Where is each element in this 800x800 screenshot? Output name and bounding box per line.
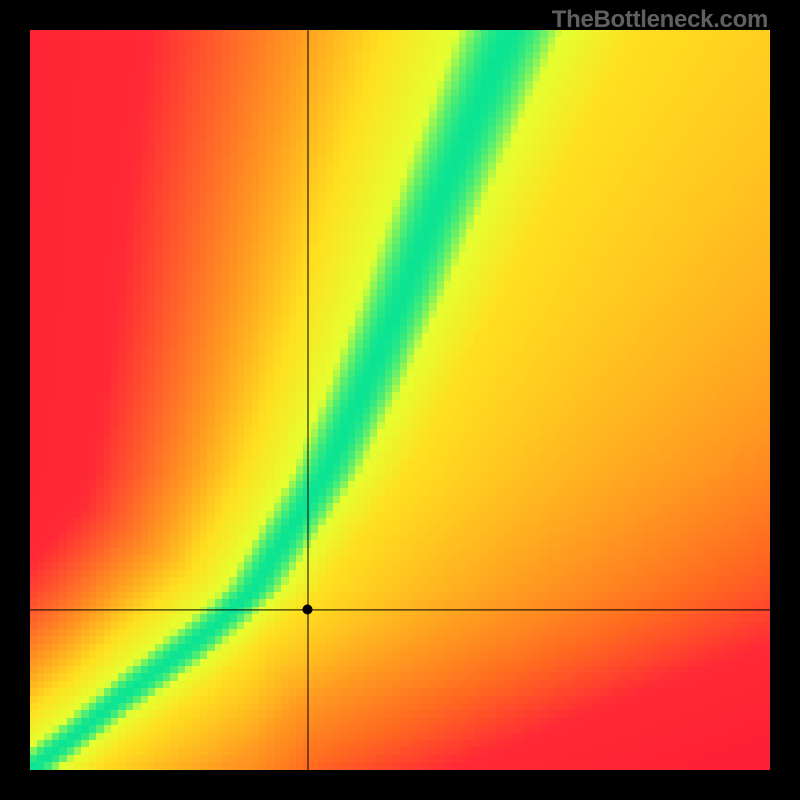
bottleneck-heatmap — [30, 30, 770, 770]
chart-container: TheBottleneck.com — [0, 0, 800, 800]
watermark-text: TheBottleneck.com — [552, 6, 768, 34]
